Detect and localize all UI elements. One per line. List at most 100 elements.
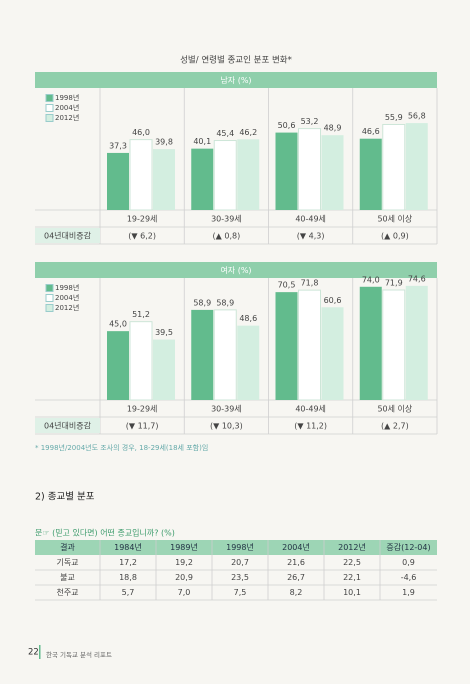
value-label: 71,9: [385, 278, 403, 287]
value-label: 48,9: [324, 124, 342, 133]
table-cell: -4,6: [401, 573, 417, 582]
value-label: 39,8: [155, 138, 173, 147]
value-label: 55,9: [385, 113, 403, 122]
chart-header: [35, 262, 437, 278]
change-value: (▲ 2,7): [381, 422, 409, 431]
table-cell: 22,1: [343, 573, 361, 582]
x-tick-label: 19-29세: [127, 405, 158, 414]
value-label: 46,6: [362, 127, 380, 136]
chart-header-text: 여자 (%): [220, 265, 251, 275]
change-value: (▲ 0,8): [213, 232, 241, 241]
table-cell: 7,5: [234, 588, 247, 597]
change-value: (▼ 11,2): [294, 422, 327, 431]
bar: [237, 139, 260, 210]
value-label: 74,0: [362, 275, 380, 284]
value-label: 60,6: [324, 296, 342, 305]
chart-title: 성별/ 연령별 종교인 분포 변화*: [180, 55, 292, 66]
legend-label: 1998년: [55, 283, 79, 292]
value-label: 46,0: [132, 128, 150, 137]
value-label: 50,6: [278, 121, 296, 130]
table-cell: 8,2: [290, 588, 303, 597]
table-cell: 불교: [60, 572, 75, 582]
footer-text: 한국 기독교 분석 리포트: [46, 650, 112, 659]
bar: [107, 152, 129, 210]
legend-swatch: [45, 284, 54, 292]
bar: [213, 140, 237, 211]
value-label: 56,8: [408, 112, 426, 121]
bar: [153, 339, 175, 400]
bar: [129, 139, 153, 211]
legend-label: 2012년: [55, 113, 79, 122]
table-cell: 18,8: [119, 573, 137, 582]
section-title: 2) 종교별 분포: [35, 492, 95, 503]
table-cell: 천주교: [56, 587, 78, 597]
change-value: (▲ 0,9): [381, 232, 409, 241]
bar: [405, 285, 428, 400]
bar: [359, 138, 382, 210]
table-cell: 20,9: [175, 573, 193, 582]
bar: [191, 309, 214, 400]
question: 문☞ (믿고 있다면) 어떤 종교입니까? (%): [35, 528, 175, 538]
table-header-cell: 2012년: [338, 542, 366, 552]
table-cell: 0,9: [402, 558, 415, 567]
value-label: 58,9: [193, 298, 211, 307]
legend-label: 2012년: [55, 303, 79, 312]
table-cell: 1,9: [402, 588, 415, 597]
table-cell: 7,0: [178, 588, 191, 597]
change-label-box: [35, 228, 100, 243]
bar: [298, 289, 321, 401]
bar: [213, 309, 237, 401]
legend-swatch: [45, 104, 54, 112]
bar: [191, 148, 214, 210]
bar: [129, 321, 153, 401]
legend-swatch: [45, 294, 54, 302]
bar: [359, 286, 382, 400]
legend-label: 1998년: [55, 93, 79, 102]
table-header-cell: 1998년: [226, 542, 254, 552]
x-tick-label: 30-39세: [211, 215, 242, 224]
table-cell: 21,6: [287, 558, 305, 567]
value-label: 71,8: [301, 279, 319, 288]
table-cell: 26,7: [287, 573, 305, 582]
bar: [237, 325, 260, 400]
footnote: * 1998년/2004년도 조사의 경우, 18-29세(18세 포함)임: [35, 443, 208, 452]
x-tick-label: 30-39세: [211, 405, 242, 414]
table-header-cell: 1989년: [170, 542, 198, 552]
chart-header-text: 남자 (%): [220, 76, 251, 85]
change-label: 04년대비증감: [44, 231, 92, 241]
bar: [275, 292, 298, 400]
table-header-bg: [35, 540, 437, 555]
change-label-box: [35, 418, 100, 433]
legend-label: 2004년: [55, 103, 79, 112]
change-value: (▼ 11,7): [126, 422, 159, 431]
page-number: 22: [28, 648, 39, 658]
change-label: 04년대비증감: [44, 421, 92, 431]
table-header-cell: 결과: [60, 542, 75, 552]
x-tick-label: 40-49세: [295, 215, 326, 224]
change-value: (▼ 6,2): [128, 232, 156, 241]
table-cell: 10,1: [343, 588, 361, 597]
table-cell: 22,5: [343, 558, 361, 567]
value-label: 40,1: [193, 137, 211, 146]
value-label: 48,6: [239, 314, 257, 323]
bar: [107, 331, 129, 400]
value-label: 37,3: [109, 141, 127, 150]
change-value: (▼ 10,3): [210, 422, 243, 431]
bar: [321, 307, 344, 400]
table-cell: 5,7: [122, 588, 135, 597]
x-tick-label: 19-29세: [127, 215, 158, 224]
legend-swatch: [45, 304, 54, 312]
value-label: 58,9: [216, 298, 234, 307]
bar: [153, 149, 175, 210]
value-label: 51,2: [132, 310, 150, 319]
change-value: (▼ 4,3): [297, 232, 325, 241]
table-cell: 23,5: [231, 573, 249, 582]
value-label: 53,2: [301, 117, 319, 126]
bar: [382, 289, 406, 401]
legend-swatch: [45, 94, 54, 102]
value-label: 46,2: [239, 128, 257, 137]
table-cell: 19,2: [175, 558, 193, 567]
table-header-cell: 1984년: [114, 542, 142, 552]
bar: [275, 132, 298, 210]
value-label: 70,5: [278, 281, 296, 290]
